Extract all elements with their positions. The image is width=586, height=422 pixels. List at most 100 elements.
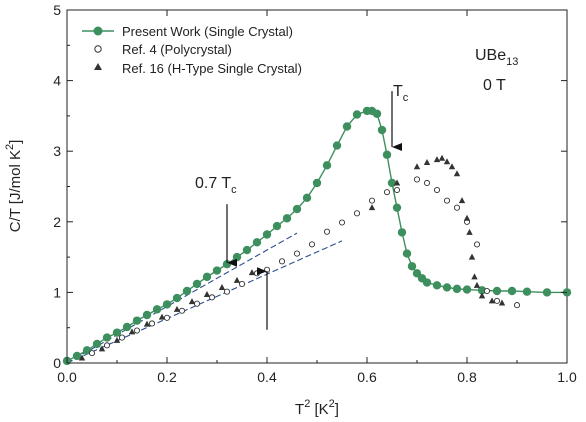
data-point	[382, 150, 392, 159]
data-point	[466, 228, 473, 235]
data-point	[133, 327, 141, 334]
data-point	[471, 273, 478, 280]
data-series	[62, 106, 572, 366]
y-axis-title: C/T [J/mol K2]	[4, 140, 24, 233]
data-point	[413, 163, 421, 170]
data-point	[443, 197, 451, 204]
data-point	[248, 269, 256, 276]
data-point	[102, 333, 112, 342]
data-point	[262, 230, 272, 239]
data-point	[188, 298, 196, 305]
legend-label-ref4: Ref. 4 (Polycrystal)	[122, 42, 232, 57]
y-tick-label: 4	[53, 73, 61, 89]
data-point	[278, 258, 286, 265]
data-point	[103, 342, 111, 349]
data-point	[158, 313, 166, 320]
data-point	[342, 122, 352, 131]
data-point	[192, 279, 202, 289]
data-point	[218, 283, 226, 290]
legend-marker-ref16	[94, 63, 102, 70]
data-point	[253, 270, 261, 277]
data-point	[162, 300, 172, 309]
data-point	[407, 262, 417, 271]
data-point	[498, 299, 506, 306]
axis-ticks: 0.0 0.2 0.4 0.6 0.8 1.0 0 1 2 3 4 5	[53, 2, 577, 385]
data-point	[113, 336, 121, 343]
data-point	[423, 158, 431, 165]
data-point	[368, 204, 376, 211]
data-point	[393, 179, 401, 186]
data-point	[163, 314, 171, 321]
data-point	[118, 334, 126, 341]
data-point	[473, 241, 481, 248]
tc-label: Tc	[393, 83, 409, 104]
data-point	[492, 286, 502, 296]
data-point	[458, 197, 466, 204]
series-line	[66, 110, 567, 362]
data-point	[383, 189, 391, 196]
data-point	[332, 141, 342, 150]
data-point	[238, 280, 246, 287]
data-point	[98, 345, 106, 352]
data-point	[392, 203, 402, 212]
data-point	[92, 339, 102, 349]
data-point	[142, 310, 152, 320]
data-point	[438, 154, 446, 161]
data-point	[223, 288, 231, 295]
data-point	[507, 286, 517, 296]
fit-line-1	[66, 240, 343, 364]
data-point	[353, 210, 361, 217]
data-point	[322, 161, 332, 170]
data-point	[182, 286, 192, 296]
data-point	[203, 291, 211, 298]
data-point	[302, 193, 312, 202]
legend-marker-ref4	[94, 45, 102, 53]
data-point	[477, 286, 487, 295]
data-point	[208, 294, 216, 301]
y-tick-label: 1	[53, 284, 61, 300]
data-point	[462, 285, 472, 294]
data-point	[372, 109, 382, 118]
data-point	[312, 178, 322, 188]
data-point	[423, 179, 431, 187]
series-1	[88, 176, 521, 357]
data-point	[387, 178, 397, 188]
field-label: 0 T	[483, 77, 506, 94]
data-point	[453, 204, 461, 211]
legend-label-ref16: Ref. 16 (H-Type Single Crystal)	[122, 61, 302, 76]
data-point	[172, 293, 182, 303]
data-point	[443, 158, 451, 165]
data-point	[468, 253, 476, 260]
data-point	[132, 316, 142, 325]
data-point	[432, 281, 442, 290]
data-point	[493, 297, 501, 304]
data-point	[308, 241, 316, 248]
data-point	[323, 228, 331, 235]
data-point	[397, 228, 407, 237]
y-tick-label: 2	[53, 214, 61, 230]
x-tick-label: 0.2	[157, 369, 177, 385]
legend-label-present-work: Present Work (Single Crystal)	[122, 24, 293, 39]
x-tick-label: 0.6	[357, 369, 377, 385]
data-point	[88, 350, 96, 357]
data-point	[122, 322, 132, 332]
data-point	[152, 305, 162, 314]
data-point	[442, 283, 452, 292]
data-point	[448, 163, 456, 170]
fit-lines	[66, 232, 343, 364]
data-point	[433, 186, 441, 194]
data-point	[393, 186, 401, 194]
data-point	[368, 197, 376, 204]
data-point	[202, 272, 212, 282]
x-tick-label: 1.0	[557, 369, 577, 385]
data-point	[242, 245, 252, 255]
data-point	[338, 219, 346, 226]
data-point	[488, 297, 496, 304]
data-point	[422, 278, 432, 287]
x-tick-label: 0.0	[57, 369, 77, 385]
data-point	[413, 176, 421, 183]
x-tick-label: 0.8	[457, 369, 477, 385]
sample-label: UBe13	[475, 47, 518, 68]
data-point	[478, 292, 486, 299]
